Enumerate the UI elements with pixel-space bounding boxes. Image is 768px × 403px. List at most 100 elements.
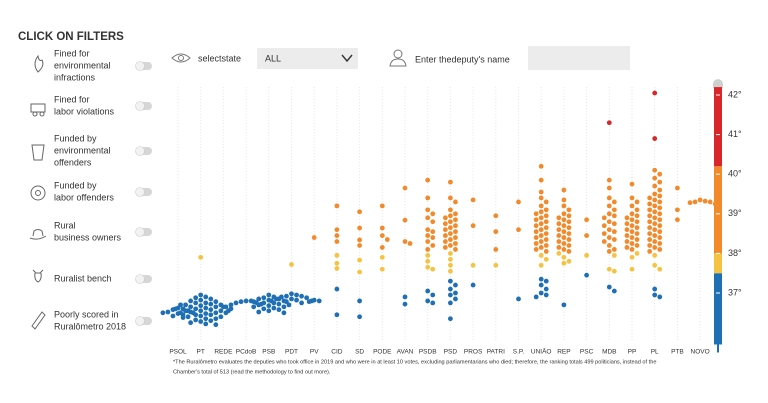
y-tick-label: 40° <box>728 169 742 179</box>
deputy-dot <box>601 231 607 237</box>
deputy-dot <box>170 313 176 319</box>
deputy-dot <box>538 282 544 288</box>
toggle[interactable] <box>135 227 153 237</box>
deputy-dot <box>379 245 385 250</box>
deputy-dot <box>606 249 612 254</box>
deputy-dot <box>402 294 408 300</box>
deputy-dot <box>213 304 219 310</box>
toggle[interactable] <box>135 316 153 326</box>
deputy-dot <box>334 233 340 238</box>
deputy-dot <box>543 292 549 298</box>
deputy-dot <box>178 302 183 308</box>
deputy-dot <box>266 303 272 309</box>
deputy-dot <box>442 239 448 244</box>
deputy-dot <box>543 219 549 225</box>
deputy-dot <box>624 239 630 244</box>
deputy-dot <box>183 302 188 308</box>
deputy-dot <box>634 237 640 242</box>
deputy-dot <box>251 299 257 305</box>
select-box[interactable] <box>257 48 358 69</box>
deputy-dot <box>611 268 617 274</box>
name-input[interactable] <box>528 46 630 70</box>
deputy-dot <box>208 307 214 313</box>
deputy-dot <box>538 221 544 227</box>
deputy-dot <box>289 262 294 267</box>
deputy-dot <box>448 286 453 292</box>
x-tick-label: AVAN <box>397 349 414 356</box>
deputy-dot <box>425 298 431 304</box>
deputy-dot <box>629 181 635 187</box>
deputy-dot <box>357 243 362 248</box>
deputy-dot <box>379 203 385 209</box>
deputy-dot <box>357 209 362 215</box>
deputy-dot <box>425 233 431 238</box>
deputy-dot <box>652 167 658 173</box>
state-select[interactable]: ALL <box>257 48 358 69</box>
deputy-dot <box>566 225 572 231</box>
deputy-dot <box>606 203 612 209</box>
deputy-dot <box>203 321 209 327</box>
toggle[interactable] <box>135 61 153 71</box>
deputy-dot <box>273 296 279 302</box>
deputy-dot <box>652 175 658 181</box>
deputy-dot <box>702 198 708 204</box>
deputy-dot <box>647 225 653 231</box>
bull-icon <box>32 269 44 283</box>
deputy-dot <box>516 296 521 302</box>
toggle[interactable] <box>135 274 153 284</box>
toggle[interactable] <box>135 146 153 156</box>
x-tick-label: PSDB <box>419 349 437 356</box>
toggle[interactable] <box>135 101 153 111</box>
deputy-dot <box>543 243 549 248</box>
deputy-dot <box>538 227 544 233</box>
deputy-dot <box>442 227 448 233</box>
deputy-dot <box>657 266 663 272</box>
deputy-dot <box>425 227 431 233</box>
deputy-dot <box>334 252 340 258</box>
deputy-dot <box>538 209 544 215</box>
deputy-dot <box>425 247 431 252</box>
deputy-dot <box>334 260 340 266</box>
deputy-dot <box>425 239 431 244</box>
toggle-knob <box>135 187 145 197</box>
deputy-dot <box>566 231 572 237</box>
deputy-dot <box>629 247 635 252</box>
deputy-dot <box>442 215 448 221</box>
deputy-dot <box>493 229 499 235</box>
deputy-dot <box>268 298 274 304</box>
x-tick-label: SD <box>355 349 364 356</box>
deputy-dot <box>556 233 562 238</box>
deputy-dot <box>634 213 640 219</box>
deputy-dot <box>193 295 199 301</box>
deputy-dot <box>652 227 658 233</box>
x-tick-label: PSD <box>444 349 458 356</box>
deputy-dot <box>657 294 663 300</box>
deputy-dot <box>634 225 640 231</box>
x-tick-label: PP <box>628 349 637 356</box>
deputy-dot <box>430 235 436 240</box>
deputy-dot <box>442 221 448 227</box>
deputy-dot <box>561 217 567 223</box>
deputy-dot <box>281 304 287 310</box>
deputy-dot <box>647 201 653 207</box>
deputy-dot <box>448 213 453 219</box>
deputy-dot <box>538 203 544 209</box>
deputy-dot <box>652 245 658 250</box>
deputy-dot <box>629 241 635 246</box>
deputy-dot <box>556 245 562 250</box>
toggle[interactable] <box>135 187 153 197</box>
deputy-dot <box>516 199 521 205</box>
deputy-dot <box>299 300 304 306</box>
thermo-band <box>714 166 722 254</box>
deputy-dot <box>538 290 544 296</box>
filter-label: environmental <box>54 145 111 155</box>
deputy-dot <box>606 120 612 126</box>
deputy-dot <box>203 311 209 316</box>
deputy-dot <box>611 221 617 227</box>
deputy-dot <box>185 314 191 320</box>
deputy-dot <box>566 207 572 213</box>
x-tick-label: PL <box>651 349 659 356</box>
deputy-dot <box>256 302 262 308</box>
deputy-dot <box>533 217 539 223</box>
deputy-dot <box>448 219 453 225</box>
